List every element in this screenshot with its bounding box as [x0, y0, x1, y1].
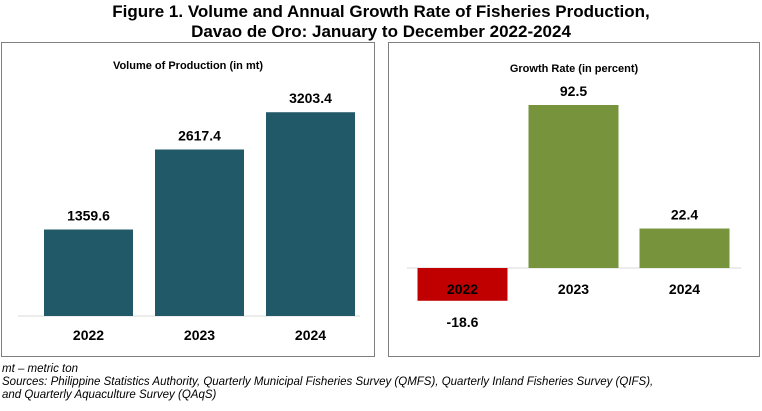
growth-category-label-2023: 2023	[558, 281, 589, 297]
growth-value-label-2023: 92.5	[560, 83, 587, 99]
figure-title: Figure 1. Volume and Annual Growth Rate …	[0, 2, 762, 42]
sources-note-line-1: Sources: Philippine Statistics Authority…	[2, 376, 654, 388]
volume-chart-title: Volume of Production (in mt)	[113, 60, 263, 72]
volume-value-label-2024: 3203.4	[289, 90, 332, 106]
growth-category-label-2024: 2024	[669, 281, 700, 297]
volume-chart: Volume of Production (in mt) 1359.6 2022 2…	[18, 60, 360, 343]
volume-category-label-2024: 2024	[295, 327, 326, 343]
volume-category-label-2022: 2022	[73, 327, 104, 343]
sources-note-line-2: and Quarterly Aquaculture Survey (QAqS)	[2, 389, 217, 401]
volume-value-label-2023: 2617.4	[178, 128, 221, 144]
volume-value-label-2022: 1359.6	[67, 208, 110, 224]
growth-bar-2023	[528, 105, 619, 268]
growth-bar-2022	[417, 268, 508, 301]
volume-bar-2022	[44, 229, 133, 316]
growth-chart: Growth Rate (in percent) -18.6 2022 92.5 20…	[407, 63, 741, 330]
figure-title-line-2: Davao de Oro: January to December 2022-2…	[191, 22, 571, 41]
growth-value-label-2022: -18.6	[447, 314, 479, 330]
figure-notes: mt – metric ton Sources: Philippine Stat…	[2, 363, 760, 402]
growth-value-label-2024: 22.4	[671, 207, 698, 223]
growth-bar-2024	[639, 228, 730, 268]
volume-chart-panel: Volume of Production (in mt) 1359.6 2022 2…	[1, 42, 375, 357]
volume-bar-2023	[155, 149, 244, 316]
figure-title-line-1: Figure 1. Volume and Annual Growth Rate …	[112, 2, 650, 21]
growth-category-label-2022: 2022	[447, 281, 478, 297]
volume-category-label-2023: 2023	[184, 327, 215, 343]
growth-chart-panel: Growth Rate (in percent) -18.6 2022 92.5 20…	[388, 42, 760, 357]
growth-chart-title: Growth Rate (in percent)	[510, 63, 639, 75]
volume-bar-2024	[266, 112, 355, 316]
unit-definition-note: mt – metric ton	[2, 363, 79, 375]
